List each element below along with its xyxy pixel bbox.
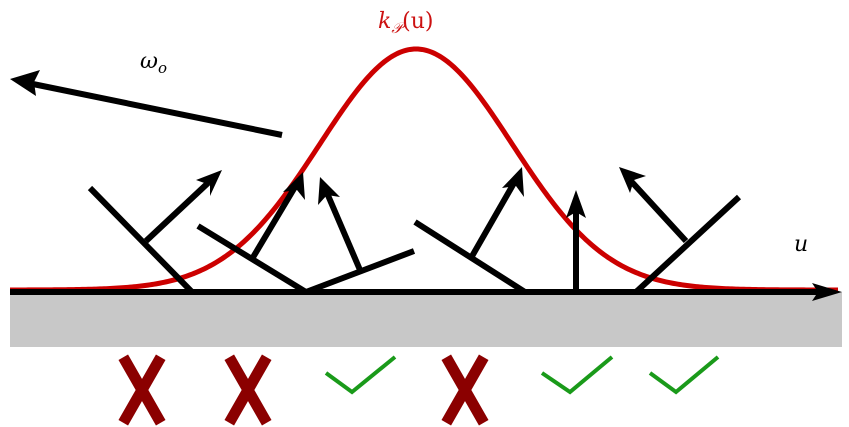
omega-o-arrow — [10, 70, 283, 138]
u-axis-arrowhead — [812, 283, 842, 301]
cross-mark-2-icon — [224, 354, 272, 426]
ground-slab — [10, 292, 842, 347]
kernel-label: k𝒫(u) — [378, 9, 434, 37]
microfacet-6 — [619, 167, 742, 295]
cross-mark-1-icon — [118, 354, 166, 426]
omega-o-label: ωo — [140, 49, 167, 77]
check-mark-1-icon — [324, 355, 397, 395]
microfacet-3 — [304, 177, 416, 295]
kernel-curve — [10, 46, 838, 293]
microfacet-1 — [87, 170, 222, 295]
check-mark-2-icon — [540, 355, 614, 395]
check-mark-3-icon — [648, 355, 720, 395]
microfacet-5 — [520, 190, 630, 295]
microfacet-4 — [413, 167, 527, 295]
u-axis-label: u — [794, 232, 808, 257]
cross-mark-3-icon — [441, 354, 489, 426]
microfacet-2 — [196, 172, 308, 295]
